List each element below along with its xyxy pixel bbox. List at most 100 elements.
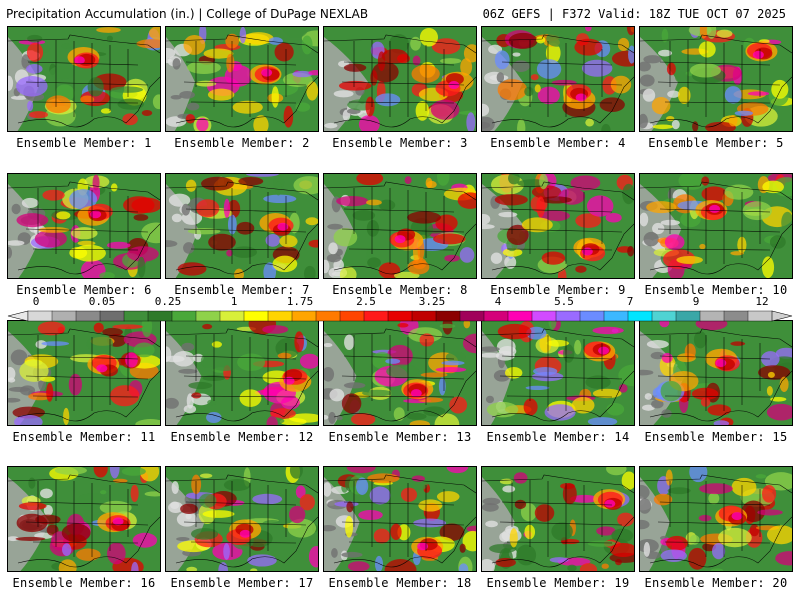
precip-map (166, 321, 318, 425)
ensemble-map-panel (7, 466, 161, 572)
ensemble-member-label: Ensemble Member: 3 (332, 136, 468, 150)
ensemble-member-label: Ensemble Member: 17 (170, 576, 314, 590)
colorbar-swatch (339, 310, 365, 322)
colorbar-swatch (411, 310, 437, 322)
colorbar-swatch (243, 310, 269, 322)
colorbar-swatch (459, 310, 485, 322)
ensemble-map-panel (7, 173, 161, 279)
ensemble-member-label: Ensemble Member: 5 (648, 136, 784, 150)
colorbar-swatch (531, 310, 557, 322)
colorbar-min-arrow (7, 310, 29, 322)
precip-map (640, 321, 792, 425)
precip-map (8, 321, 160, 425)
ensemble-map-panel (165, 26, 319, 132)
colorbar-swatch (75, 310, 101, 322)
colorbar-tick-label: 1 (230, 295, 238, 308)
ensemble-map-panel (481, 320, 635, 426)
ensemble-member-label: Ensemble Member: 12 (170, 430, 314, 444)
colorbar-swatch (555, 310, 581, 322)
ensemble-member-label: Ensemble Member: 18 (328, 576, 472, 590)
precip-map (166, 174, 318, 278)
ensemble-map-panel (323, 26, 477, 132)
colorbar-swatch (435, 310, 461, 322)
ensemble-member-label: Ensemble Member: 14 (486, 430, 630, 444)
colorbar-swatch (651, 310, 677, 322)
colorbar-tick-label: 9 (692, 295, 700, 308)
colorbar-swatch (267, 310, 293, 322)
ensemble-member-label: Ensemble Member: 7 (174, 283, 310, 297)
ensemble-member-label: Ensemble Member: 16 (12, 576, 156, 590)
ensemble-member-label: Ensemble Member: 8 (332, 283, 468, 297)
colorbar-swatch (387, 310, 413, 322)
ensemble-member-label: Ensemble Member: 10 (644, 283, 788, 297)
ensemble-member-label: Ensemble Member: 9 (490, 283, 626, 297)
colorbar-swatch (171, 310, 197, 322)
ensemble-map-panel (165, 466, 319, 572)
colorbar-tick-label: 2.5 (356, 295, 376, 308)
precip-map (324, 467, 476, 571)
colorbar-swatch (291, 310, 317, 322)
colorbar-tick-label: 3.25 (418, 295, 446, 308)
ensemble-member-label: Ensemble Member: 2 (174, 136, 310, 150)
precip-map (166, 27, 318, 131)
precip-map (482, 321, 634, 425)
colorbar-tick-label: 0.05 (88, 295, 116, 308)
colorbar-swatch (147, 310, 173, 322)
ensemble-member-label: Ensemble Member: 6 (16, 283, 152, 297)
ensemble-map-panel (639, 320, 793, 426)
colorbar-swatch (123, 310, 149, 322)
precip-map (8, 27, 160, 131)
ensemble-map-panel (323, 320, 477, 426)
ensemble-map-panel (481, 173, 635, 279)
precip-map (8, 174, 160, 278)
precip-map (324, 27, 476, 131)
colorbar-swatch (219, 310, 245, 322)
colorbar-labels: 0 0.05 0.25 1 1.75 2.5 3.25 4 5.5 7 9 12 (0, 296, 800, 308)
ensemble-map-panel (481, 466, 635, 572)
colorbar-bar (0, 307, 800, 322)
colorbar-swatch (507, 310, 533, 322)
colorbar-swatch (195, 310, 221, 322)
ensemble-map-panel (323, 173, 477, 279)
ensemble-member-label: Ensemble Member: 13 (328, 430, 472, 444)
colorbar-tick-label: 0 (32, 295, 40, 308)
colorbar-swatch (483, 310, 509, 322)
colorbar-swatch (315, 310, 341, 322)
precip-map (640, 27, 792, 131)
colorbar-swatch (747, 310, 773, 322)
ensemble-map-panel (7, 26, 161, 132)
colorbar-swatch (675, 310, 701, 322)
ensemble-member-label: Ensemble Member: 20 (644, 576, 788, 590)
colorbar-swatch (579, 310, 605, 322)
ensemble-member-label: Ensemble Member: 15 (644, 430, 788, 444)
colorbar-swatch (363, 310, 389, 322)
colorbar-tick-label: 4 (494, 295, 502, 308)
colorbar-swatch (627, 310, 653, 322)
precip-colorbar: 0 0.05 0.25 1 1.75 2.5 3.25 4 5.5 7 9 12 (0, 296, 800, 322)
colorbar-swatch (699, 310, 725, 322)
ensemble-map-panel (7, 320, 161, 426)
colorbar-tick-label: 0.25 (154, 295, 182, 308)
ensemble-map-panel (323, 466, 477, 572)
precip-map (166, 467, 318, 571)
colorbar-tick-label: 7 (626, 295, 634, 308)
ensemble-map-panel (639, 173, 793, 279)
precip-map (640, 174, 792, 278)
colorbar-tick-label: 1.75 (286, 295, 314, 308)
ensemble-member-label: Ensemble Member: 11 (12, 430, 156, 444)
ensemble-map-panel (165, 173, 319, 279)
colorbar-max-arrow (771, 310, 793, 322)
run-valid-time: 06Z GEFS | F372 Valid: 18Z TUE OCT 07 20… (482, 7, 786, 21)
ensemble-map-panel (639, 26, 793, 132)
ensemble-member-label: Ensemble Member: 1 (16, 136, 152, 150)
product-title: Precipitation Accumulation (in.) | Colle… (6, 7, 369, 21)
colorbar-swatch (603, 310, 629, 322)
ensemble-member-label: Ensemble Member: 19 (486, 576, 630, 590)
ensemble-map-panel (639, 466, 793, 572)
precip-map (482, 467, 634, 571)
precip-map (8, 467, 160, 571)
colorbar-swatch (723, 310, 749, 322)
ensemble-map-panel (165, 320, 319, 426)
colorbar-swatch (99, 310, 125, 322)
precip-map (324, 321, 476, 425)
